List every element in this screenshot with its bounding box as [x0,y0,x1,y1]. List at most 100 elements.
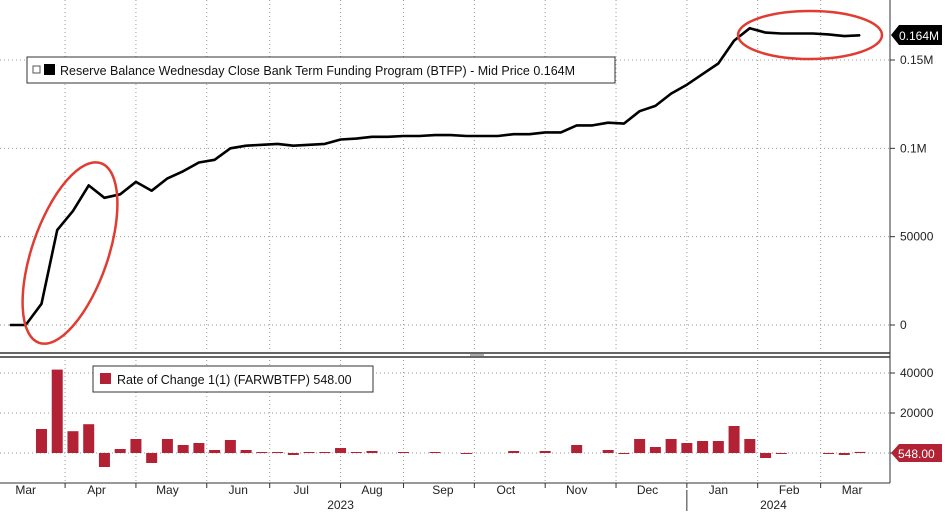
line-point [481,135,483,137]
x-tick-label-month: Mar [842,483,863,497]
rate-of-change-bar [429,452,441,453]
line-point [40,303,43,305]
rate-of-change-bar [697,441,709,453]
line-point [339,138,342,141]
rate-of-change-bar [539,451,551,453]
rate-of-change-bar [83,424,95,453]
line-point [749,27,751,29]
x-tick-label-month: Apr [87,483,106,497]
top-y-tick-label: 0.1M [900,141,927,155]
rate-of-change-bar [760,453,772,458]
rate-of-change-bar [35,429,47,453]
rate-of-change-bar [823,453,835,454]
x-tick-label-month: Jan [709,483,728,497]
line-point [198,161,200,164]
top-panel-background [0,0,890,352]
rate-of-change-bar [130,439,142,453]
x-tick-label-month: Mar [15,483,36,497]
rate-of-change-bar [51,369,63,453]
bottom-y-tick-label: 20000 [900,406,934,420]
x-tick-label-month: Dec [637,483,658,497]
top-y-tick-label: 50000 [900,230,934,244]
rate-of-change-bar [209,450,221,453]
line-point [465,135,468,137]
rate-of-change-bar [303,452,315,453]
rate-of-change-bar [366,451,378,453]
annotation-ellipse-surge [21,161,119,345]
line-point [166,177,169,179]
rate-of-change-bar [161,439,173,453]
rate-of-change-bar [775,453,787,454]
line-point [119,193,121,195]
line-point [544,131,546,134]
rate-of-change-bar [224,440,236,453]
rate-of-change-bar [618,453,630,454]
line-point [276,143,279,145]
line-point [528,133,531,135]
last-value-tag-bottom: 548.00 [891,444,942,462]
line-point [717,62,719,65]
line-point [701,73,704,75]
legend-bottom-swatch [100,373,111,384]
rate-of-change-bar [665,439,677,453]
line-point [670,92,672,95]
line-point [324,143,326,145]
x-tick-label-month: Jun [229,483,248,497]
legend-top: Reserve Balance Wednesday Close Bank Ter… [26,56,616,84]
x-tick-label-year: 2024 [760,498,787,511]
x-tick-label-year: 2023 [327,498,354,511]
line-point [182,170,184,172]
line-point [607,122,609,124]
rate-of-change-bar [744,439,756,453]
legend-top-toggle-icon[interactable] [32,65,41,74]
top-y-tick-label: 0.15M [900,53,933,67]
x-tick-label-month: Oct [496,483,515,497]
rate-of-change-bar [256,452,268,453]
rate-of-change-bar [460,453,472,454]
legend-top-swatch [44,64,55,75]
rate-of-change-bar [571,445,583,453]
line-point [292,145,294,147]
rate-of-change-bar [634,439,646,453]
x-tick-label-month: Nov [566,483,587,497]
rate-of-change-bar [335,448,347,453]
rate-of-change-bar [398,452,410,453]
rate-of-change-bar [114,449,126,453]
line-point [418,135,420,137]
line-point [261,144,263,146]
line-point [591,124,594,126]
rate-of-change-bar [602,450,614,453]
line-point [623,123,625,125]
line-point [639,110,641,112]
line-point [9,324,11,326]
line-point [654,105,656,107]
legend-bottom-label: Rate of Change 1(1) (FARWBTFP) 548.00 [117,373,352,387]
line-point [576,124,578,126]
rate-of-change-bar [287,453,299,455]
annotation-ellipse-peak [736,9,884,61]
line-point [88,184,90,187]
line-point [560,131,562,134]
top-y-tick-label: 0 [900,318,907,332]
legend-top-label: Reserve Balance Wednesday Close Bank Ter… [60,64,575,78]
line-point [402,135,405,137]
line-point [56,229,58,231]
line-point [686,84,688,86]
rate-of-change-bar [649,447,661,453]
last-value-tag-bottom-label: 548.00 [898,447,935,461]
line-point [371,136,373,138]
line-point [135,181,137,183]
bottom-panel-marks [35,369,866,467]
rate-of-change-bar [319,452,331,453]
rate-of-change-bar [146,453,158,463]
rate-of-change-bar [240,450,252,453]
bottom-y-tick-label: 40000 [900,366,934,380]
line-point [151,190,153,192]
legend-top-box [26,56,616,84]
rate-of-change-bar [177,445,189,453]
top-panel-marks [9,26,861,327]
rate-of-change-bar [272,452,284,453]
x-tick-label-month: Aug [361,483,382,497]
